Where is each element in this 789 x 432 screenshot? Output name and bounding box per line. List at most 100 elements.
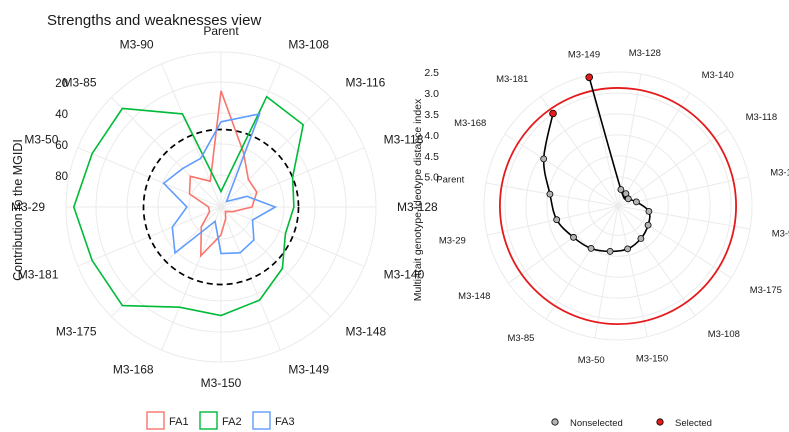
point-parent (546, 190, 554, 198)
spoke-label-m3-168: M3-168 (454, 118, 486, 129)
point-m3-90 (645, 207, 653, 215)
spoke-label-m3-116: M3-116 (770, 168, 789, 179)
point-m3-85 (587, 244, 595, 252)
spoke-label-m3-128: M3-128 (397, 200, 438, 214)
right-series (540, 73, 653, 255)
grid-ring (546, 134, 690, 278)
distance-index-radar: M3-149 M3-128 M3-140 M3-118 M3-116 M3-90 M3-17… (412, 48, 789, 429)
spoke-label-m3-148: M3-148 (346, 325, 387, 339)
series-fa2 (72, 95, 305, 317)
spoke-label-m3-181: M3-181 (496, 74, 528, 85)
left-radial-ticks: 20 40 60 80 (55, 78, 68, 183)
spoke-label-m3-168: M3-168 (113, 363, 154, 377)
point-m3-181 (549, 109, 557, 118)
grid-spoke (504, 133, 619, 207)
legend-key-fa2 (199, 411, 218, 430)
chart-title: Strengths and weaknesses view (47, 12, 261, 29)
right-grid (483, 71, 753, 341)
legend-label-fa2: FA2 (222, 416, 242, 428)
right-cutoff-circle (499, 87, 737, 325)
tick-label: 5.0 (424, 172, 439, 184)
left-legend: FA1 FA2 FA3 (146, 411, 295, 430)
right-legend: Nonselected Selected (551, 418, 712, 429)
grid-spoke (508, 205, 619, 284)
grid-spoke (617, 92, 691, 207)
grid-spoke (617, 176, 749, 207)
spoke-label-m3-108: M3-108 (708, 329, 740, 340)
spoke-label-m3-108: M3-108 (288, 37, 329, 51)
grid-spoke (617, 73, 642, 207)
spoke-label-m3-29: M3-29 (439, 236, 466, 247)
strengths-weaknesses-radar: Parent M3-108 M3-116 M3-118 M3-128 M3-140 M3-1… (11, 24, 438, 430)
spoke-label-m3-140: M3-140 (384, 267, 425, 281)
spoke-label-m3-29: M3-29 (11, 200, 45, 214)
grid-spoke (617, 205, 732, 279)
grid-spoke (617, 205, 696, 316)
point-m3-116 (633, 198, 640, 206)
point-m3-118 (624, 195, 632, 203)
spoke-label-m3-150: M3-150 (636, 354, 668, 365)
tick-label: 60 (55, 140, 68, 152)
spoke-label-m3-116: M3-116 (346, 76, 386, 90)
spoke-label-m3-90: M3-90 (120, 37, 154, 51)
grid-ring (483, 71, 753, 341)
spoke-label-parent: Parent (436, 175, 464, 186)
tick-label: 40 (55, 109, 68, 121)
spoke-label-m3-175: M3-175 (750, 285, 782, 296)
point-m3-128 (617, 186, 625, 193)
legend-key-selected (656, 418, 664, 426)
left-series (72, 90, 305, 317)
tick-label: 3.5 (424, 109, 439, 121)
grid-spoke (617, 205, 648, 337)
spoke-label-m3-50: M3-50 (24, 133, 58, 147)
legend-key-nonselected (551, 418, 559, 426)
spoke-label-m3-181: M3-181 (18, 267, 59, 281)
grid-spoke (545, 205, 619, 320)
left-axis-title: Contribution to the MGIDI (11, 139, 25, 281)
grid-spoke (617, 128, 728, 207)
point-m3-29 (553, 216, 561, 224)
grid-spoke (617, 205, 751, 230)
spoke-label-m3-128: M3-128 (629, 48, 661, 59)
spoke-label-m3-85: M3-85 (507, 333, 534, 344)
point-m3-50 (606, 247, 614, 255)
point-m3-175 (644, 221, 652, 229)
legend-label-fa3: FA3 (275, 416, 295, 428)
spoke-label-m3-175: M3-175 (56, 325, 97, 339)
tick-label: 4.5 (424, 151, 439, 163)
spoke-label-parent: Parent (203, 24, 239, 38)
point-m3-149 (585, 73, 593, 82)
point-m3-150 (624, 245, 631, 253)
legend-label-nonselected: Nonselected (570, 418, 623, 429)
spoke-label-m3-149: M3-149 (568, 49, 600, 60)
tick-label: 80 (55, 171, 68, 183)
cutoff-circle (499, 87, 737, 325)
right-spoke-labels: M3-149 M3-128 M3-140 M3-118 M3-116 M3-90 M3-17… (436, 48, 789, 366)
reference-circle (142, 128, 300, 286)
grid-spoke (594, 205, 619, 339)
series-fa1 (188, 90, 258, 258)
legend-label-fa1: FA1 (169, 416, 189, 428)
spoke-label-m3-150: M3-150 (201, 376, 242, 390)
series-fa3 (162, 112, 278, 255)
grid-ring (504, 92, 732, 320)
tick-label: 3.0 (424, 88, 439, 100)
tick-label: 2.5 (424, 67, 439, 79)
legend-label-selected: Selected (675, 418, 712, 429)
spoke-label-m3-90: M3-90 (772, 228, 789, 239)
tick-label: 4.0 (424, 130, 439, 142)
spoke-label-m3-140: M3-140 (702, 70, 734, 81)
spoke-label-m3-118: M3-118 (746, 112, 778, 123)
grid-ring (588, 176, 648, 236)
spoke-label-m3-149: M3-149 (288, 363, 329, 377)
spoke-label-m3-85: M3-85 (62, 76, 96, 90)
legend-key-fa3 (252, 411, 271, 430)
grid-ring (567, 155, 669, 257)
point-m3-108 (637, 235, 645, 242)
tick-label: 20 (55, 78, 68, 90)
spoke-label-m3-118: M3-118 (384, 133, 424, 147)
grid-ring (525, 113, 711, 299)
right-axis-title: Multi-trait genotype-ideotype distance i… (412, 98, 424, 301)
right-radial-ticks: 2.5 3.0 3.5 4.0 4.5 5.0 (424, 67, 439, 184)
